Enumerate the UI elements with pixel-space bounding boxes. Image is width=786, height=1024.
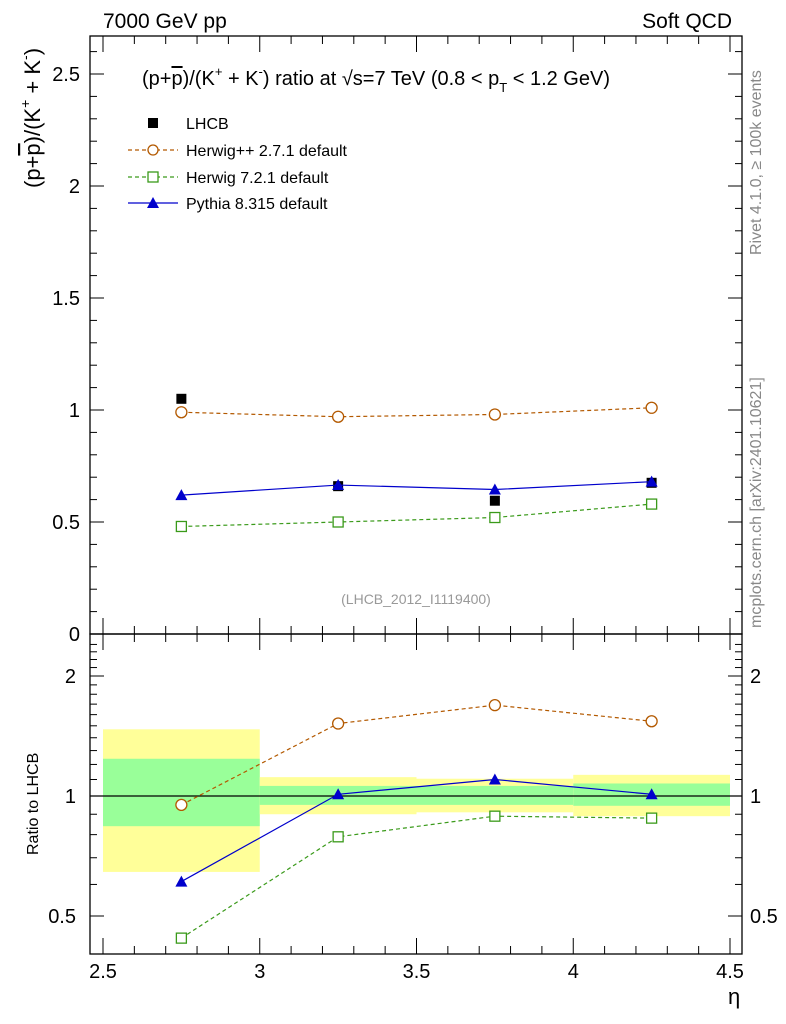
main-axis-ticks: 0.5 1 1.5 2 2.5 0	[52, 36, 742, 646]
xtick-label: 2.5	[89, 961, 117, 983]
main-point-herwig7	[332, 516, 344, 528]
rivet-label: Rivet 4.1.0, ≥ 100k events	[748, 70, 765, 255]
header-right: Soft QCD	[642, 10, 732, 33]
ratio-bands	[90, 729, 742, 872]
xtick-label: 4	[568, 961, 579, 983]
ratio-point-pythia	[488, 773, 501, 785]
main-ytick-label: 2.5	[52, 64, 80, 86]
ratio-point-pythia	[332, 788, 345, 800]
x-axis-label: η	[728, 984, 740, 1009]
ratio-point-pythia	[175, 875, 188, 887]
legend-marker-herwigpp	[147, 144, 159, 156]
main-point-pythia	[488, 483, 501, 495]
title-pbar: p	[171, 68, 182, 90]
title-pt-sub: T	[499, 80, 507, 95]
main-series	[175, 393, 658, 533]
xtick-label: 3.5	[403, 961, 431, 983]
title-sqrt: √	[342, 68, 353, 90]
ratio-point-herwig7	[645, 812, 658, 824]
ratio-point-herwigpp	[488, 699, 502, 712]
ratio-line-herwig7	[181, 815, 652, 939]
ratio-ylabel: Ratio to LHCB	[25, 753, 42, 855]
ratio-point-herwigpp	[175, 798, 188, 812]
main-point-herwigpp	[331, 410, 345, 423]
ylabel-kplus: +	[17, 100, 33, 108]
main-point-herwig7	[175, 520, 188, 533]
ratio-axis-ticks: 0.5 0.5 1 1 2 2 2.5 3 3.5 4 4.5	[48, 634, 778, 983]
legend-item-lhcb: LHCB	[148, 116, 229, 133]
legend-label-herwig7: Herwig 7.2.1 default	[186, 170, 329, 187]
ratio-point-herwig7	[332, 831, 344, 843]
title-part-f: < 1.2 GeV)	[507, 68, 610, 90]
chart-title: (p+p)/(K+ + K-) ratio at √s=7 TeV (0.8 <…	[142, 64, 610, 95]
legend-label-herwigpp: Herwig++ 2.7.1 default	[186, 143, 348, 160]
legend-item-pythia: Pythia 8.315 default	[128, 196, 328, 213]
ratio-point-herwig7	[175, 932, 188, 944]
ylabel-part-a: (p+	[20, 156, 45, 188]
legend-marker-herwig7	[147, 171, 159, 183]
main-point-herwigpp	[175, 406, 188, 419]
ratio-line-pythia	[181, 778, 652, 883]
ratio-band-inner	[103, 758, 260, 827]
main-point-lhcb	[176, 393, 187, 404]
ratio-line-herwigpp	[181, 704, 652, 806]
title-kminus: -	[259, 64, 263, 79]
ratio-band-inner	[416, 785, 574, 805]
title-part-c: + K	[222, 68, 259, 90]
legend-marker-lhcb	[148, 118, 158, 128]
xtick-label: 4.5	[716, 961, 744, 983]
main-point-lhcb	[489, 495, 500, 506]
ylabel-part-b: )/(K	[20, 108, 45, 144]
ratio-ytick-label-right: 0.5	[750, 906, 778, 928]
analysis-watermark: (LHCB_2012_I1119400)	[341, 591, 491, 607]
legend-label-lhcb: LHCB	[186, 116, 229, 133]
legend-marker-pythia	[147, 197, 159, 208]
main-ytick-label: 1.5	[52, 288, 80, 310]
ratio-point-herwig7	[489, 810, 501, 822]
ylabel-part-c: + K	[20, 60, 45, 100]
main-point-herwigpp	[488, 408, 502, 421]
title-part-b: )/(K	[183, 68, 216, 90]
ylabel-pbar: p	[20, 143, 45, 155]
main-point-pythia	[175, 489, 188, 501]
header-left: 7000 GeV pp	[103, 10, 227, 33]
main-line-pythia	[181, 481, 652, 496]
legend-item-herwigpp: Herwig++ 2.7.1 default	[128, 143, 348, 160]
ratio-ytick-label: 1	[65, 786, 76, 808]
main-ylabel: (p+p)/(K+ + K-)	[17, 48, 45, 188]
ylabel-kminus: -	[17, 55, 33, 60]
main-point-herwig7	[489, 511, 501, 524]
ratio-series	[175, 699, 658, 944]
ratio-point-herwigpp	[331, 717, 345, 730]
main-point-pythia	[332, 479, 345, 491]
ratio-point-pythia	[645, 788, 658, 800]
xtick-label: 3	[254, 961, 265, 983]
ratio-ytick-label: 2	[65, 666, 76, 688]
main-ytick-label: 1	[69, 400, 80, 422]
title-kplus: +	[215, 64, 223, 79]
main-ytick-label: 0.5	[52, 512, 80, 534]
title-part-a: (p+	[142, 68, 171, 90]
ratio-point-herwigpp	[645, 715, 658, 728]
mcplots-label: mcplots.cern.ch [arXiv:2401.10621]	[748, 377, 765, 628]
ratio-ytick-label: 0.5	[48, 906, 76, 928]
main-point-herwigpp	[645, 401, 658, 414]
main-line-herwigpp	[181, 407, 652, 418]
ratio-panel-frame	[89, 633, 743, 955]
legend-item-herwig7: Herwig 7.2.1 default	[128, 170, 329, 187]
title-part-e: s=7 TeV (0.8 < p	[353, 68, 499, 90]
legend: LHCB Herwig++ 2.7.1 default Herwig 7.2.1…	[128, 116, 348, 213]
main-ytick-label: 0	[69, 624, 80, 646]
main-line-herwig7	[181, 503, 652, 528]
ylabel-part-d: )	[20, 48, 45, 55]
ratio-ytick-label-right: 1	[750, 786, 761, 808]
title-part-d: ) ratio at	[263, 68, 342, 90]
main-point-pythia	[645, 475, 658, 487]
main-ytick-label: 2	[69, 176, 80, 198]
main-point-herwig7	[645, 498, 658, 510]
legend-label-pythia: Pythia 8.315 default	[186, 196, 328, 213]
ratio-ytick-label-right: 2	[750, 666, 761, 688]
